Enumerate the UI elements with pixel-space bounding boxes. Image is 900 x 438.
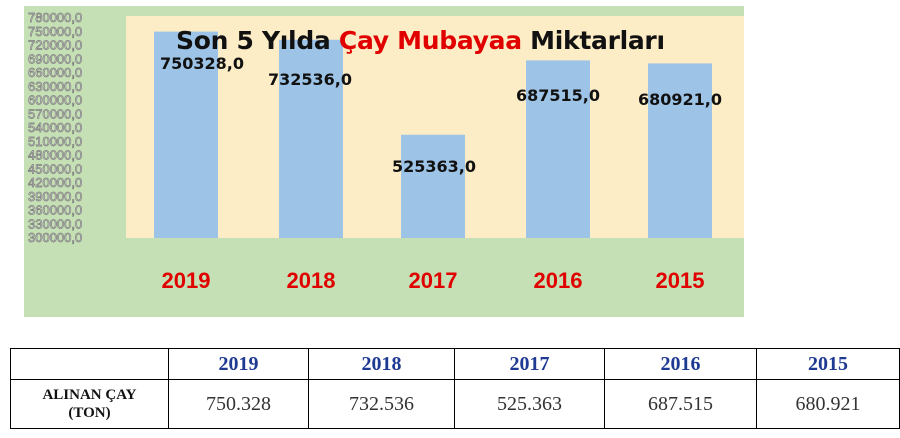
table-row-label: ALINAN ÇAY (TON) (10, 379, 169, 429)
bar (526, 60, 590, 238)
chart-title: Son 5 Yılda Çay Mubayaa Miktarları (176, 26, 665, 55)
y-tick-label: 360000,0 (28, 203, 82, 218)
y-tick-label: 420000,0 (28, 175, 82, 190)
data-label: 750328,0 (160, 54, 244, 73)
category-label: 2018 (287, 268, 336, 293)
bar (154, 31, 218, 238)
bar (401, 134, 465, 238)
category-label: 2016 (534, 268, 583, 293)
title-part-2: Çay Mubayaa (338, 26, 522, 55)
title-part-1: Son 5 Yılda (176, 26, 339, 55)
table-header-cell: 2019 (168, 348, 309, 380)
y-tick-label: 660000,0 (28, 65, 82, 80)
table-cell: 750.328 (168, 379, 309, 429)
table-header-cell: 2018 (308, 348, 455, 380)
y-tick-label: 570000,0 (28, 106, 82, 121)
bar (279, 39, 343, 238)
bar-chart: 300000,0330000,0360000,0390000,0420000,0… (28, 10, 722, 293)
category-label: 2019 (162, 268, 211, 293)
y-tick-label: 330000,0 (28, 216, 82, 231)
y-tick-label: 480000,0 (28, 148, 82, 163)
y-tick-label: 300000,0 (28, 230, 82, 245)
y-tick-label: 510000,0 (28, 134, 82, 149)
y-tick-label: 690000,0 (28, 51, 82, 66)
y-tick-label: 450000,0 (28, 161, 82, 176)
category-label: 2017 (409, 268, 458, 293)
row-label-line-2: (TON) (68, 405, 111, 421)
table-cell: 732.536 (308, 379, 455, 429)
category-label: 2015 (656, 268, 705, 293)
table-cell: 525.363 (454, 379, 605, 429)
table-cell: 680.921 (756, 379, 900, 429)
table-row: ALINAN ÇAY (TON) 750.328 732.536 525.363 … (10, 379, 900, 429)
data-label: 525363,0 (392, 157, 476, 176)
table-header-cell: 2016 (604, 348, 757, 380)
y-tick-label: 540000,0 (28, 120, 82, 135)
y-tick-label: 720000,0 (28, 38, 82, 53)
table-corner-cell (10, 348, 169, 380)
data-label: 687515,0 (516, 86, 600, 105)
y-tick-label: 630000,0 (28, 79, 82, 94)
y-tick-label: 780000,0 (28, 10, 82, 25)
y-tick-label: 750000,0 (28, 24, 82, 39)
table-cell: 687.515 (604, 379, 757, 429)
data-label: 732536,0 (268, 70, 352, 89)
table-header-row: 2019 2018 2017 2016 2015 (10, 348, 900, 380)
table-header-cell: 2015 (756, 348, 900, 380)
y-tick-label: 600000,0 (28, 93, 82, 108)
data-table: 2019 2018 2017 2016 2015 ALINAN ÇAY (TON)… (10, 348, 900, 429)
table-header-cell: 2017 (454, 348, 605, 380)
bar (648, 63, 712, 238)
title-part-3: Miktarları (521, 26, 665, 55)
row-label-line-1: ALINAN ÇAY (42, 387, 137, 403)
y-tick-label: 390000,0 (28, 189, 82, 204)
data-label: 680921,0 (638, 90, 722, 109)
